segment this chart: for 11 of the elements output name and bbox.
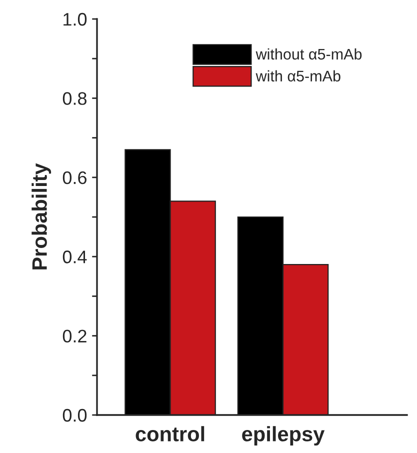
legend-label: without α5-mAb: [256, 48, 362, 60]
y-tick-label: 0.2: [62, 330, 86, 343]
x-tick-label: epilepsy: [242, 426, 325, 446]
x-tick-label: control: [136, 426, 204, 442]
legend-label: with α5-mAb: [256, 70, 340, 82]
y-tick-label: 0.4: [62, 250, 87, 264]
y-axis-title: Probability: [32, 163, 52, 270]
y-tick-label: 0.6: [62, 171, 86, 184]
y-tick-label: 1.0: [64, 12, 87, 26]
y-tick-label: 0.0: [62, 408, 87, 422]
y-tick-label: 0.8: [62, 92, 86, 105]
